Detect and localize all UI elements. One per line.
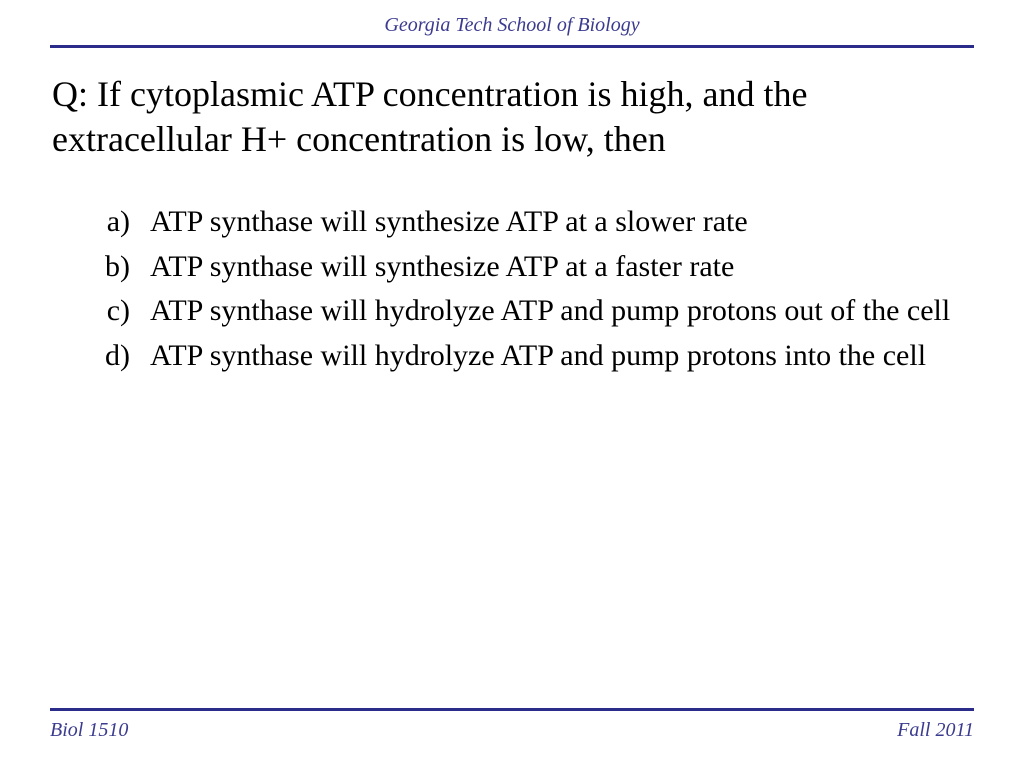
answer-option: c) ATP synthase will hydrolyze ATP and p… — [98, 291, 964, 332]
answer-label: d) — [98, 336, 150, 377]
answer-label: b) — [98, 247, 150, 288]
bottom-divider — [50, 708, 974, 711]
course-code: Biol 1510 — [50, 719, 128, 742]
slide-footer: Biol 1510 Fall 2011 — [50, 708, 974, 742]
top-divider — [50, 45, 974, 48]
answer-label: a) — [98, 202, 150, 243]
answer-text: ATP synthase will synthesize ATP at a sl… — [150, 202, 964, 243]
answer-option: d) ATP synthase will hydrolyze ATP and p… — [98, 336, 964, 377]
institution-name: Georgia Tech School of Biology — [384, 14, 639, 36]
answer-text: ATP synthase will hydrolyze ATP and pump… — [150, 336, 964, 377]
answer-text: ATP synthase will hydrolyze ATP and pump… — [150, 291, 964, 332]
question-text: Q: If cytoplasmic ATP concentration is h… — [52, 72, 972, 162]
slide: Georgia Tech School of Biology Q: If cyt… — [0, 0, 1024, 768]
answer-option: b) ATP synthase will synthesize ATP at a… — [98, 247, 964, 288]
footer-row: Biol 1510 Fall 2011 — [50, 719, 974, 742]
answer-list: a) ATP synthase will synthesize ATP at a… — [98, 202, 964, 376]
slide-header: Georgia Tech School of Biology — [50, 0, 974, 43]
term: Fall 2011 — [897, 719, 974, 742]
answer-text: ATP synthase will synthesize ATP at a fa… — [150, 247, 964, 288]
answer-option: a) ATP synthase will synthesize ATP at a… — [98, 202, 964, 243]
answer-label: c) — [98, 291, 150, 332]
